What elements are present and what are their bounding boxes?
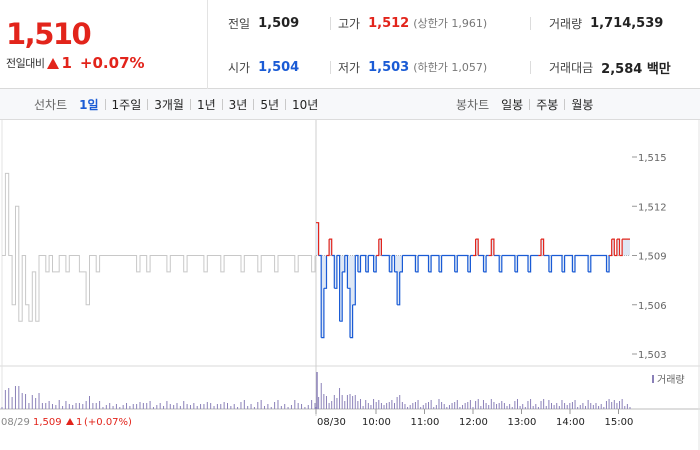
price-lines xyxy=(2,172,630,339)
prev-close-label: 전일 xyxy=(228,16,251,31)
time-label: 08/30 xyxy=(317,417,346,428)
period-10y[interactable]: 10년 xyxy=(292,98,319,112)
divider xyxy=(529,99,531,110)
divider xyxy=(147,99,149,110)
candle-chart-periods: 봉차트 일봉 주봉 월봉 xyxy=(456,89,593,120)
time-axis: 08/30 10:00 11:00 12:00 13:00 14:00 15:00 xyxy=(315,409,634,428)
volume-bars xyxy=(1,372,631,409)
line-chart-title: 선차트 xyxy=(34,98,68,112)
high-cell: 고가 1,512 (상한가 1,961) xyxy=(338,13,487,33)
y-tick-label: 1,515 xyxy=(638,153,667,164)
price-fill-area xyxy=(316,222,630,338)
period-3m[interactable]: 3개월 xyxy=(154,98,184,112)
prev-day-footer: 08/29 1,509 1 (+0.07%) xyxy=(1,417,132,428)
volume-legend-swatch xyxy=(652,375,654,383)
low-value: 1,503 xyxy=(368,59,410,75)
divider xyxy=(530,61,531,74)
divider xyxy=(221,99,223,110)
current-price-box: 1,510 전일대비 1 +0.07% xyxy=(0,0,208,89)
high-label: 고가 xyxy=(338,16,361,31)
period-1y[interactable]: 1년 xyxy=(196,98,216,112)
today-up-line xyxy=(316,222,630,257)
open-cell: 시가 1,504 xyxy=(228,57,299,77)
candle-daily[interactable]: 일봉 xyxy=(501,98,524,112)
change-label: 전일대비 xyxy=(6,57,45,70)
footer-up-triangle-icon xyxy=(66,418,74,425)
y-tick-label: 1,506 xyxy=(638,301,667,312)
period-3y[interactable]: 3년 xyxy=(228,98,248,112)
time-label: 11:00 xyxy=(411,417,440,428)
time-label: 13:00 xyxy=(508,417,537,428)
period-1w[interactable]: 1주일 xyxy=(111,98,142,112)
divider xyxy=(330,61,331,74)
stock-summary: 1,510 전일대비 1 +0.07% 전일 1,509 고가 1,512 (상… xyxy=(0,0,700,89)
time-label: 10:00 xyxy=(362,417,391,428)
footer-date: 08/29 xyxy=(1,417,30,428)
volume-label: 거래량 xyxy=(549,16,583,31)
chart-toolbar: 선차트 1일 1주일 3개월 1년 3년 5년 10년 봉차트 일봉 주봉 월봉 xyxy=(0,89,700,120)
divider xyxy=(189,99,191,110)
open-value: 1,504 xyxy=(258,59,300,75)
divider xyxy=(330,17,331,30)
up-triangle-icon xyxy=(47,57,60,69)
prev-close-value: 1,509 xyxy=(258,15,300,31)
divider xyxy=(564,99,566,110)
period-1d[interactable]: 1일 xyxy=(79,98,99,112)
footer-price: 1,509 xyxy=(33,417,62,428)
divider xyxy=(530,17,531,30)
time-label: 15:00 xyxy=(605,417,634,428)
trade-value-cell: 거래대금 2,584 백만 xyxy=(549,57,671,77)
footer-rate: (+0.07%) xyxy=(84,417,132,428)
low-label: 저가 xyxy=(338,60,361,75)
price-fill xyxy=(316,222,630,338)
current-price: 1,510 xyxy=(6,17,92,51)
today-down-line xyxy=(318,254,610,339)
change-value: 1 xyxy=(61,54,72,72)
prev-day-line xyxy=(2,172,316,322)
trade-value-label: 거래대금 xyxy=(549,60,594,75)
high-value: 1,512 xyxy=(368,15,410,31)
trade-value-value: 2,584 백만 xyxy=(601,61,671,77)
volume-cell: 거래량 1,714,539 xyxy=(549,13,663,33)
prev-close-cell: 전일 1,509 xyxy=(228,13,299,33)
y-tick-label: 1,512 xyxy=(638,202,667,213)
open-label: 시가 xyxy=(228,60,251,75)
volume-value: 1,714,539 xyxy=(590,15,664,31)
chart-svg: 1,515 1,512 1,509 1,506 1,503 08/30 10:00 11:0… xyxy=(0,120,700,450)
footer-change: 1 xyxy=(76,417,82,428)
volume-legend-label: 거래량 xyxy=(657,374,685,386)
change-row: 전일대비 1 +0.07% xyxy=(6,54,145,72)
lower-limit: (하한가 1,057) xyxy=(413,61,488,74)
time-label: 12:00 xyxy=(459,417,488,428)
divider xyxy=(104,99,106,110)
y-axis-ticks: 1,515 1,512 1,509 1,506 1,503 xyxy=(632,153,667,361)
low-cell: 저가 1,503 (하한가 1,057) xyxy=(338,57,487,77)
volume-legend: 거래량 xyxy=(652,374,685,386)
candle-monthly[interactable]: 월봉 xyxy=(571,98,594,112)
period-5y[interactable]: 5년 xyxy=(260,98,280,112)
candle-weekly[interactable]: 주봉 xyxy=(536,98,559,112)
time-label: 14:00 xyxy=(556,417,585,428)
y-tick-label: 1,503 xyxy=(638,350,667,361)
upper-limit: (상한가 1,961) xyxy=(413,17,488,30)
change-rate: +0.07% xyxy=(79,54,145,72)
candle-chart-title: 봉차트 xyxy=(456,98,490,112)
divider xyxy=(253,99,255,110)
divider xyxy=(285,99,287,110)
y-tick-label: 1,509 xyxy=(638,252,667,263)
intraday-chart: 1,515 1,512 1,509 1,506 1,503 08/30 10:00 11:0… xyxy=(0,120,700,450)
line-chart-periods: 선차트 1일 1주일 3개월 1년 3년 5년 10년 xyxy=(34,89,318,120)
